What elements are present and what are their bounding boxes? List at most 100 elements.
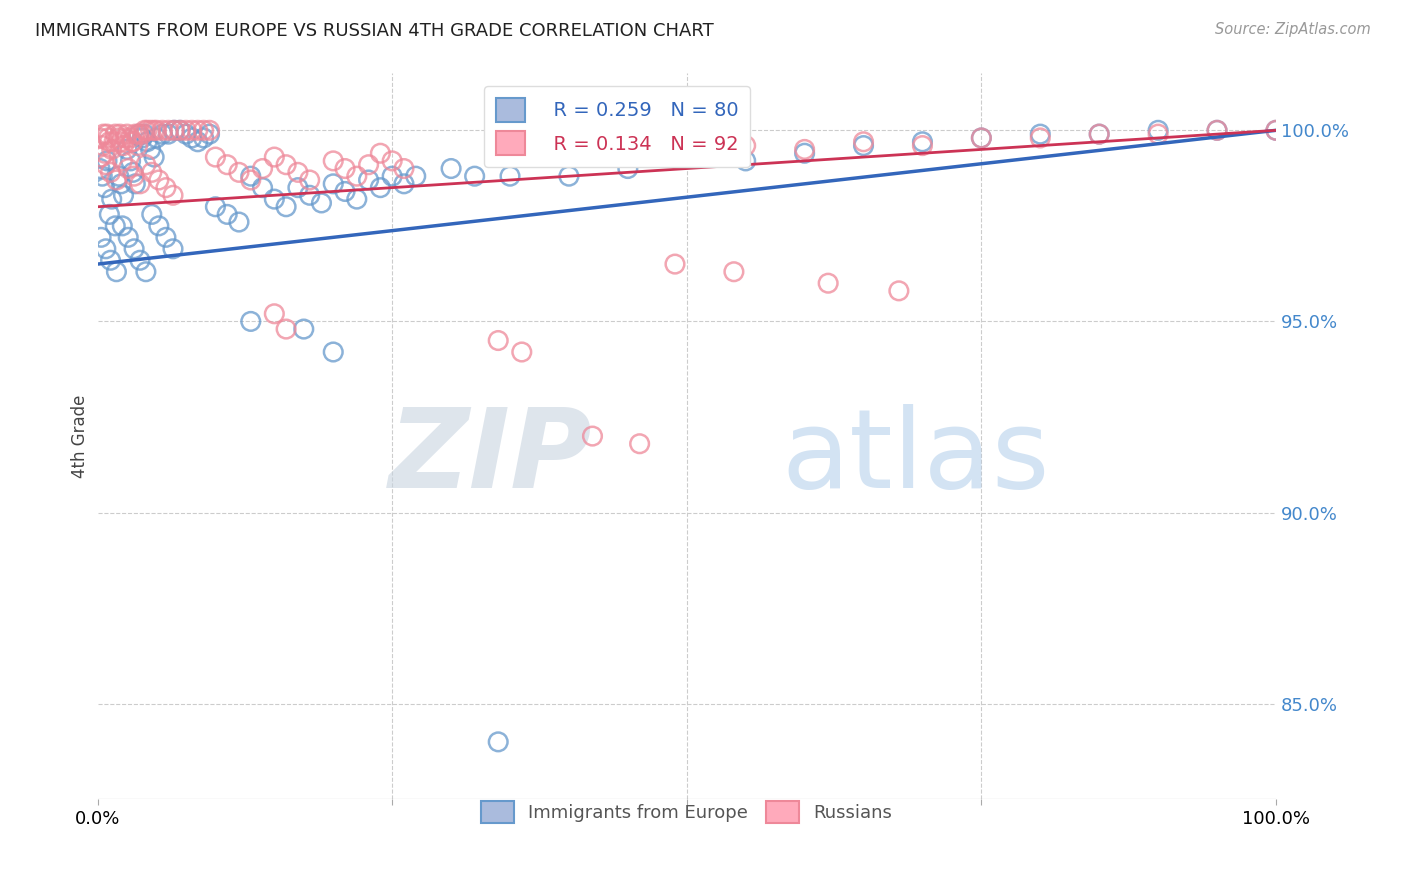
Point <box>198 123 221 137</box>
Point <box>124 177 146 191</box>
Point <box>112 188 135 202</box>
Point <box>617 161 640 176</box>
Point <box>298 188 321 202</box>
Point <box>150 127 173 141</box>
Point <box>322 153 344 168</box>
Point <box>333 185 356 199</box>
Point <box>1029 131 1052 145</box>
Point <box>98 207 121 221</box>
Point <box>252 161 274 176</box>
Point <box>136 123 159 137</box>
Point <box>852 138 875 153</box>
Point <box>628 436 651 450</box>
Point <box>155 180 177 194</box>
Text: atlas: atlas <box>782 404 1049 511</box>
Point <box>193 123 215 137</box>
Point <box>298 173 321 187</box>
Point <box>734 153 756 168</box>
Point <box>134 127 156 141</box>
Point <box>274 158 297 172</box>
Point <box>1088 127 1111 141</box>
Point <box>100 165 122 179</box>
Point <box>664 257 686 271</box>
Point <box>793 146 815 161</box>
Point <box>141 207 163 221</box>
Point <box>96 127 118 141</box>
Point <box>970 131 993 145</box>
Point <box>263 307 285 321</box>
Point <box>128 127 150 141</box>
Point <box>89 131 111 145</box>
Point <box>193 131 215 145</box>
Point <box>558 143 581 157</box>
Point <box>499 143 522 157</box>
Point <box>392 161 415 176</box>
Point <box>1265 123 1288 137</box>
Point <box>405 169 427 184</box>
Text: IMMIGRANTS FROM EUROPE VS RUSSIAN 4TH GRADE CORRELATION CHART: IMMIGRANTS FROM EUROPE VS RUSSIAN 4TH GR… <box>35 22 714 40</box>
Point <box>174 123 197 137</box>
Point <box>1265 123 1288 137</box>
Point <box>239 173 262 187</box>
Point <box>117 161 139 176</box>
Point <box>263 150 285 164</box>
Point <box>228 215 250 229</box>
Point <box>98 135 121 149</box>
Point <box>357 158 380 172</box>
Point <box>145 131 167 145</box>
Point <box>217 158 239 172</box>
Point <box>136 135 159 149</box>
Point <box>96 153 118 168</box>
Point <box>103 135 125 149</box>
Point <box>100 192 122 206</box>
Point <box>107 169 129 184</box>
Point <box>581 150 603 164</box>
Point <box>852 135 875 149</box>
Point <box>117 230 139 244</box>
Point <box>105 265 128 279</box>
Point <box>370 180 392 194</box>
Point <box>581 429 603 443</box>
Point <box>217 207 239 221</box>
Point <box>534 150 557 164</box>
Point <box>392 177 415 191</box>
Point <box>143 123 166 137</box>
Point <box>129 177 152 191</box>
Text: Source: ZipAtlas.com: Source: ZipAtlas.com <box>1215 22 1371 37</box>
Point <box>333 161 356 176</box>
Point <box>107 131 129 145</box>
Point <box>381 153 404 168</box>
Point <box>287 180 309 194</box>
Point <box>1088 127 1111 141</box>
Legend: Immigrants from Europe, Russians: Immigrants from Europe, Russians <box>474 794 900 830</box>
Point <box>131 131 153 145</box>
Point <box>127 138 149 153</box>
Point <box>143 150 166 164</box>
Point <box>89 161 111 176</box>
Point <box>145 123 167 137</box>
Point <box>734 138 756 153</box>
Point <box>111 153 134 168</box>
Point <box>1029 127 1052 141</box>
Point <box>111 219 134 233</box>
Point <box>204 150 226 164</box>
Point <box>115 127 138 141</box>
Point <box>180 123 202 137</box>
Y-axis label: 4th Grade: 4th Grade <box>72 394 89 478</box>
Point <box>1206 123 1229 137</box>
Point <box>162 188 184 202</box>
Point <box>163 123 186 137</box>
Point <box>122 169 145 184</box>
Point <box>122 135 145 149</box>
Point <box>311 196 333 211</box>
Point <box>322 345 344 359</box>
Point <box>134 123 156 137</box>
Point <box>157 127 180 141</box>
Point <box>187 135 209 149</box>
Point <box>131 127 153 141</box>
Point <box>104 127 127 141</box>
Point <box>274 200 297 214</box>
Point <box>675 146 697 161</box>
Point <box>1147 123 1170 137</box>
Point <box>157 123 180 137</box>
